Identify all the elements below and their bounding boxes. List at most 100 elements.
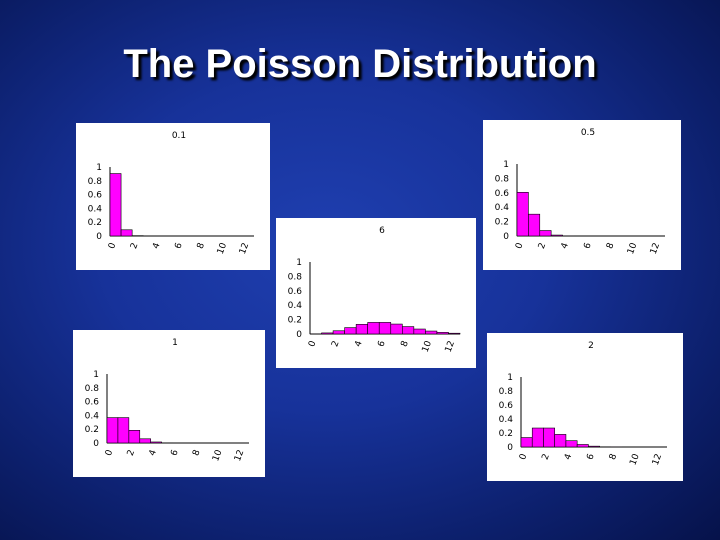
x-tick-label: 2 (129, 242, 140, 251)
y-tick-label: 0.4 (495, 203, 510, 213)
x-tick-label: 10 (211, 448, 224, 462)
y-tick-label: 0 (503, 232, 509, 242)
x-tick-label: 4 (353, 339, 364, 348)
x-tick-label: 0 (307, 339, 318, 348)
y-tick-label: 0.8 (495, 174, 510, 184)
x-tick-label: 4 (148, 448, 159, 457)
y-tick-label: 0.6 (88, 191, 103, 201)
y-tick-label: 1 (93, 370, 99, 380)
x-tick-label: 6 (169, 448, 180, 457)
bar-k-10 (425, 330, 438, 335)
y-tick-label: 0.8 (288, 272, 303, 282)
x-tick-label: 10 (216, 241, 229, 255)
y-tick-label: 0 (93, 439, 99, 449)
bar-k-5 (576, 444, 589, 448)
x-tick-label: 0 (518, 452, 529, 461)
y-tick-label: 0.4 (499, 415, 514, 425)
y-tick-label: 0.6 (499, 401, 514, 411)
x-tick-label: 6 (173, 241, 184, 250)
bar-k-3 (550, 234, 563, 237)
y-tick-label: 1 (503, 160, 509, 170)
poisson-chart-lambda-6: 6 1 0.8 0.6 0.4 0.2 00 2 4 6 8 10 12 (288, 226, 461, 354)
poisson-chart-lambda-2: 2 1 0.8 0.6 0.4 0.2 00 2 4 6 8 10 12 (499, 341, 667, 467)
x-tick-label: 12 (651, 453, 664, 467)
bar-k-4 (355, 324, 368, 335)
y-tick-label: 0 (507, 443, 513, 453)
x-tick-label: 8 (608, 452, 619, 461)
y-tick-label: 0.4 (288, 301, 303, 311)
y-tick-label: 1 (507, 373, 513, 383)
bar-k-2 (128, 430, 141, 444)
bar-k-2 (332, 330, 345, 335)
bar-k-6 (588, 445, 600, 448)
bar-k-0 (106, 417, 119, 444)
y-tick-label: 0.8 (88, 177, 103, 187)
chart-panel-lambda-6: 6 1 0.8 0.6 0.4 0.2 0 0 2 4 6 8 10 12 (276, 218, 476, 368)
chart-panel-lambda-2: 2 1 0.8 0.6 0.4 0.2 0 0 2 4 6 8 10 12 (487, 333, 683, 481)
x-tick-label: 8 (400, 339, 411, 348)
bar-k-12 (448, 332, 461, 335)
bar-k-0 (520, 437, 533, 448)
x-tick-label: 10 (421, 339, 434, 353)
x-tick-label: 2 (126, 449, 137, 458)
y-tick-label: 1 (296, 258, 302, 268)
y-tick-label: 0.8 (499, 387, 514, 397)
x-tick-label: 10 (628, 452, 641, 466)
x-tick-label: 10 (626, 241, 639, 255)
poisson-chart-lambda-0.5: 0.5 1 0.8 0.6 0.4 0.2 00 2 4 6 8 10 12 (495, 128, 665, 256)
bar-k-1 (528, 213, 541, 237)
chart-title: 0.1 (172, 131, 186, 141)
bar-k-11 (436, 332, 449, 335)
bar-k-3 (139, 438, 151, 444)
chart-panel-lambda-1: 1 1 0.8 0.6 0.4 0.2 0 0 2 4 6 8 10 12 (73, 330, 265, 477)
chart-panel-lambda-0.5: 0.5 1 0.8 0.6 0.4 0.2 0 0 2 4 6 8 10 12 (483, 120, 681, 270)
x-tick-label: 8 (196, 241, 207, 250)
chart-title: 0.5 (581, 128, 595, 138)
x-tick-label: 2 (537, 242, 548, 251)
poisson-chart-lambda-0.1: 0.1 1 0.8 0.6 0.4 0.2 00 2 4 6 8 10 12 (88, 131, 254, 256)
bar-k-2 (539, 230, 552, 237)
chart-panel-lambda-0.1: 0.1 1 0.8 0.6 0.4 0.2 0 0 2 4 6 8 10 12 (76, 123, 270, 270)
bar-k-6 (378, 322, 392, 335)
x-tick-label: 2 (330, 340, 341, 349)
bar-k-1 (321, 332, 334, 335)
bar-k-5 (367, 322, 380, 335)
x-tick-label: 4 (560, 241, 571, 250)
chart-title: 6 (379, 226, 385, 236)
bar-k-1 (120, 229, 133, 237)
y-tick-label: 0.4 (85, 411, 100, 421)
x-tick-label: 6 (376, 339, 387, 348)
bar-k-4 (150, 441, 162, 444)
y-tick-label: 0.6 (85, 398, 100, 408)
bar-k-3 (344, 327, 357, 335)
x-tick-label: 12 (444, 340, 457, 354)
bar-k-0 (109, 173, 122, 237)
bar-k-2 (543, 427, 555, 448)
bar-k-9 (413, 328, 426, 335)
slide-title: The Poisson Distribution (123, 42, 597, 86)
y-tick-label: 0 (296, 330, 302, 340)
x-tick-label: 12 (233, 449, 246, 463)
x-tick-label: 12 (649, 242, 662, 256)
x-tick-label: 4 (151, 241, 162, 250)
y-tick-label: 1 (96, 163, 102, 173)
bar-k-4 (565, 440, 578, 448)
x-tick-label: 8 (191, 448, 202, 457)
y-tick-label: 0.2 (495, 218, 509, 228)
y-tick-label: 0 (96, 232, 102, 242)
y-tick-label: 0.6 (495, 189, 510, 199)
x-tick-label: 0 (107, 241, 118, 250)
x-tick-label: 6 (585, 452, 596, 461)
x-tick-label: 4 (563, 452, 574, 461)
bar-k-1 (117, 417, 130, 444)
bar-k-8 (402, 326, 415, 335)
x-tick-label: 12 (238, 242, 251, 256)
bar-k-7 (390, 323, 403, 335)
bar-k-0 (516, 191, 529, 237)
chart-title: 2 (588, 341, 594, 351)
y-tick-label: 0.6 (288, 287, 303, 297)
x-tick-label: 8 (605, 241, 616, 250)
y-tick-label: 0.8 (85, 384, 100, 394)
y-tick-label: 0.2 (499, 429, 513, 439)
poisson-chart-lambda-1: 1 1 0.8 0.6 0.4 0.2 00 2 4 6 8 10 12 (85, 338, 249, 463)
